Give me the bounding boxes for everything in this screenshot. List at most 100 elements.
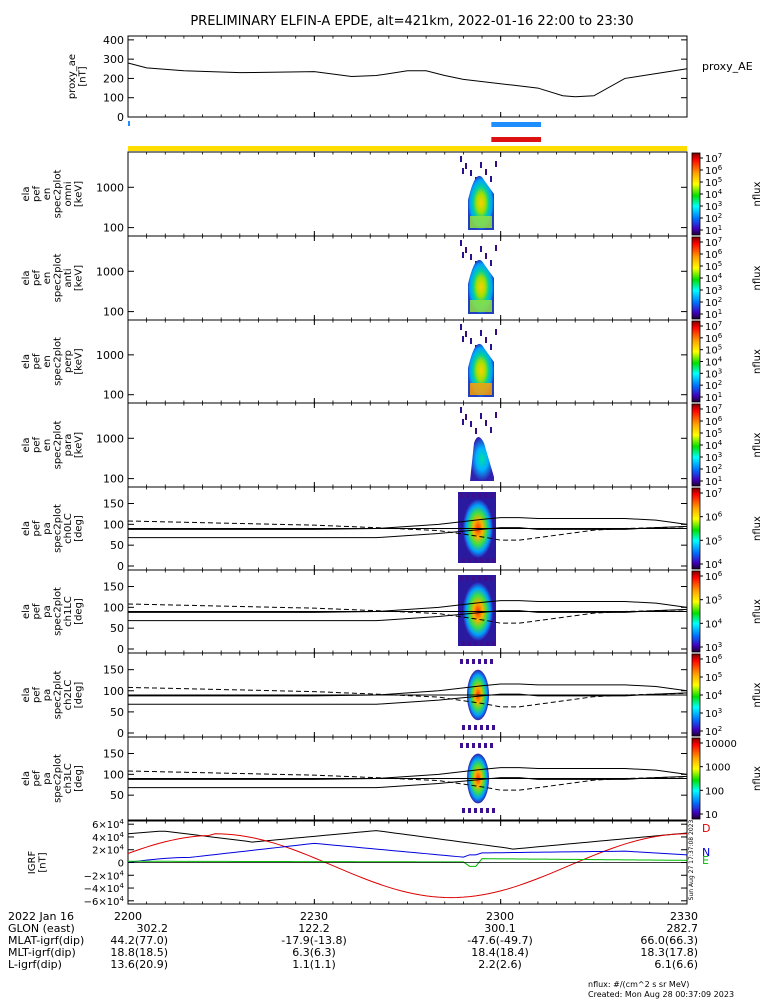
y-axis-label: omni — [63, 182, 74, 207]
y-axis-label: pef — [31, 770, 42, 787]
y-tick-label: 100 — [103, 306, 124, 319]
loss-cone-line — [128, 683, 688, 697]
ephemeris-value: 2.2(2.6) — [478, 958, 522, 971]
colorbar-tick-label: 102 — [705, 379, 722, 392]
y-axis-label: ela — [21, 604, 32, 619]
colorbar-tick-label: 106 — [705, 332, 723, 345]
colorbar-label: nflux — [752, 516, 763, 541]
y-tick-label: 1000 — [96, 181, 124, 194]
y-axis-label: anti — [63, 268, 74, 287]
spectrogram-speckle — [470, 421, 472, 427]
y-tick-label: 150 — [103, 748, 124, 761]
spectrogram-speckle — [478, 576, 481, 581]
spectrogram-speckle — [478, 659, 481, 664]
colorbar-tick-label: 104 — [705, 558, 723, 571]
y-tick-label: −4×104 — [84, 882, 125, 895]
spectrogram-speckle — [460, 407, 462, 413]
spectrogram-speckle — [460, 743, 463, 748]
spectrogram-speckle — [465, 414, 467, 420]
y-axis-label: ela — [21, 771, 32, 786]
ephemeris-value: 6.1(6.6) — [654, 958, 698, 971]
y-tick-label: 150 — [103, 498, 124, 511]
spectrogram-speckle — [495, 161, 497, 167]
y-tick-label: 100 — [103, 768, 124, 781]
spectrogram-speckle — [490, 659, 493, 664]
spectrogram-speckle — [486, 725, 489, 730]
ephemeris-value: 300.1 — [484, 922, 516, 935]
colorbar-tick-label: 102 — [705, 296, 722, 309]
y-axis-label: en — [42, 439, 53, 452]
ephemeris-value: 13.6(20.9) — [110, 958, 168, 971]
panel-frame-proxy-ae — [127, 35, 688, 118]
colorbar — [691, 403, 701, 487]
colorbar-tick-label: 107 — [705, 152, 722, 165]
y-axis-label: spec2plot — [52, 754, 63, 803]
igrf-d-line — [127, 833, 688, 899]
colorbar-tick-label: 103 — [705, 641, 722, 654]
proxy-ae-legend: proxy_AE — [702, 60, 753, 73]
spectrogram-speckle — [495, 329, 497, 335]
spectrogram-speckle — [465, 163, 467, 169]
y-axis-label: pef — [31, 353, 42, 370]
spectrogram-speckle — [462, 725, 465, 730]
y-tick-label: 1000 — [96, 265, 124, 278]
colorbar-tick-label: 106 — [705, 653, 723, 666]
colorbar-tick-label: 102 — [705, 212, 722, 225]
y-tick-label: 6×104 — [92, 818, 124, 831]
spectrogram-speckle — [466, 576, 469, 581]
spectrogram-speckle — [485, 420, 487, 426]
y-axis-label: pef — [31, 186, 42, 203]
y-axis-label: spec2plot — [52, 337, 63, 386]
y-tick-label: 100 — [103, 92, 124, 105]
colorbar-label: nflux — [752, 682, 763, 707]
igrf-legend-n: N — [702, 846, 710, 859]
colorbar-tick-label: 103 — [705, 284, 722, 297]
anti-loss-cone-line — [128, 775, 688, 789]
y-axis-label: [deg] — [73, 515, 84, 542]
spectrogram-speckle — [495, 412, 497, 418]
timestamp-note: Sun Aug 27 17:37:08 2023 — [688, 820, 695, 901]
y-axis-label: [keV] — [73, 348, 84, 374]
spectrogram-speckle — [492, 558, 495, 563]
colorbar-tick-label: 107 — [705, 320, 722, 333]
anti-loss-cone-line — [128, 525, 688, 539]
spectrogram-speckle — [485, 337, 487, 343]
y-axis-label: ch1LC — [63, 596, 74, 627]
spectrogram-speckle — [460, 576, 463, 581]
ephemeris-value: 18.8(18.5) — [110, 946, 168, 959]
y-axis-label: pef — [31, 437, 42, 454]
spectrogram-speckle — [465, 247, 467, 253]
orbit-marker-tick — [128, 121, 130, 126]
footer-units: nflux: #/(cm^2 s sr MeV) — [588, 980, 689, 989]
y-axis-label: ch0LC — [63, 513, 74, 544]
status-bar — [128, 146, 687, 151]
y-tick-label: 50 — [110, 539, 124, 552]
spectrogram-speckle — [472, 659, 475, 664]
y-axis-label: spec2plot — [52, 421, 63, 470]
ephemeris-value: 44.2(77.0) — [110, 934, 168, 947]
y-axis-label: pef — [31, 520, 42, 537]
panel-frame — [127, 402, 688, 488]
y-tick-label: 150 — [103, 664, 124, 677]
spectrogram-speckle — [462, 168, 464, 174]
y-tick-label: 100 — [103, 389, 124, 402]
ephemeris-value: 66.0(66.3) — [640, 934, 698, 947]
spectrogram-speckle — [472, 493, 475, 498]
ephemeris-row-label: L-igrf(dip) — [8, 958, 62, 971]
ephemeris-value: 18.4(18.4) — [471, 946, 529, 959]
colorbar — [691, 236, 701, 320]
colorbar-label: nflux — [752, 766, 763, 791]
y-axis-label: spec2plot — [52, 170, 63, 219]
y-axis-label: [deg] — [73, 682, 84, 709]
spectrogram-speckle — [460, 156, 462, 162]
colorbar-tick-label: 107 — [705, 403, 722, 416]
spectrogram-speckle — [492, 641, 495, 646]
colorbar-tick-label: 103 — [705, 707, 722, 720]
spectrogram-speckle — [475, 428, 477, 434]
spectrogram-speckle — [480, 246, 482, 252]
colorbar-tick-label: 105 — [705, 260, 722, 273]
colorbar-tick-label: 105 — [705, 427, 722, 440]
spectrogram-speckle — [485, 253, 487, 259]
spectrogram-speckle — [490, 260, 492, 266]
spectrogram-speckle — [462, 336, 464, 342]
